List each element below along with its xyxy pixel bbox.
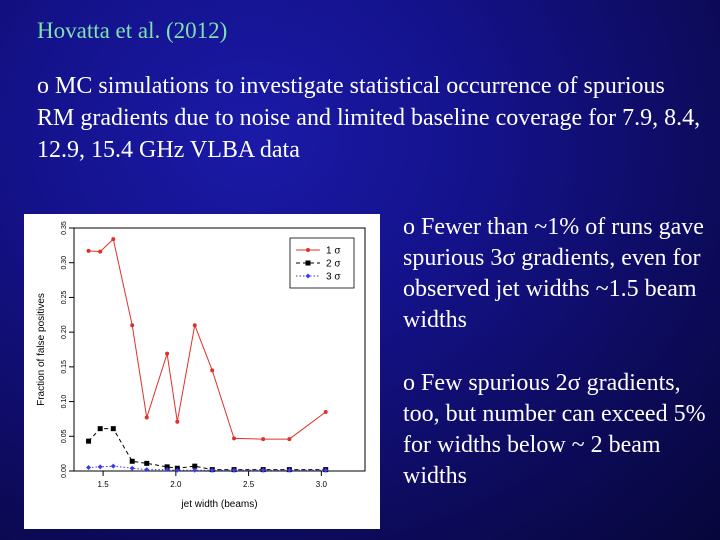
legend-entry-2: 2 σ	[326, 259, 341, 270]
data-point-series-2	[97, 426, 103, 432]
plot-frame	[73, 227, 366, 472]
legend-box	[289, 237, 355, 289]
legend-marker-2	[305, 260, 311, 266]
data-point-series-3	[192, 467, 198, 473]
data-point-series-1	[287, 437, 292, 442]
data-point-series-1	[323, 409, 328, 414]
legend-entry-3: 3 σ	[326, 272, 341, 283]
data-point-series-2	[144, 460, 150, 466]
data-point-series-2	[110, 426, 116, 432]
y-tick-label: 0.20	[61, 325, 68, 339]
data-point-series-2	[192, 463, 198, 469]
y-tick-label: 0.30	[61, 256, 68, 270]
data-point-series-1	[111, 237, 116, 242]
x-tick-label: 3.0	[316, 480, 328, 489]
data-point-series-2	[86, 438, 92, 444]
legend-entry-1: 1 σ	[326, 246, 341, 257]
y-axis-label: Fraction of false positives	[36, 293, 47, 406]
data-point-series-3	[209, 467, 215, 473]
y-tick-label: 0.15	[61, 360, 68, 374]
series-line-2	[88, 428, 326, 471]
y-tick-label: 0.05	[61, 429, 68, 443]
chart-svg: 0.00 0.05 0.10 0.15 0.20 0.25 0.30 0.35 1.5 2.0 2.…	[36, 221, 366, 510]
y-tick-label: 0.25	[61, 291, 68, 305]
data-point-series-1	[232, 436, 237, 441]
data-point-series-3	[323, 467, 329, 473]
data-point-series-3	[97, 464, 103, 470]
intro-bullet: o MC simulations to investigate statisti…	[37, 73, 701, 163]
data-point-series-3	[110, 463, 116, 469]
x-tick-label: 2.0	[170, 480, 182, 489]
y-tick-label: 0.00	[61, 464, 68, 478]
bullet-few-spurious-2sigma: o Few spurious 2σ gradients, too, but nu…	[403, 370, 706, 489]
data-point-series-1	[144, 415, 149, 420]
data-point-series-3	[231, 467, 237, 473]
data-point-series-1	[261, 437, 266, 442]
data-point-series-3	[174, 467, 180, 473]
bullet-fewer-than-1pct: o Fewer than ~1% of runs gave spurious 3…	[403, 214, 704, 333]
x-tick-label: 2.5	[243, 480, 255, 489]
data-point-series-1	[165, 351, 170, 356]
data-point-series-1	[86, 248, 91, 253]
data-point-series-3	[144, 467, 150, 473]
legend-marker-3	[305, 273, 311, 279]
slide-title: Hovatta et al. (2012)	[37, 18, 228, 43]
data-point-series-1	[175, 419, 180, 424]
data-point-series-3	[286, 467, 292, 473]
y-tick-label: 0.10	[61, 395, 68, 409]
false-positives-chart: 0.00 0.05 0.10 0.15 0.20 0.25 0.30 0.35 1.5 2.0 2.…	[24, 214, 380, 529]
data-point-series-3	[129, 465, 135, 471]
bullet-list: o Fewer than ~1% of runs gave spurious 3…	[403, 212, 713, 524]
legend-marker-1	[306, 248, 310, 252]
data-point-series-1	[130, 323, 135, 328]
x-tick-label: 1.5	[98, 480, 110, 489]
data-point-series-1	[192, 323, 197, 328]
data-point-series-3	[260, 467, 266, 473]
data-point-series-2	[129, 458, 135, 464]
data-point-series-1	[98, 249, 103, 254]
data-point-series-3	[86, 465, 92, 471]
data-point-series-2	[164, 464, 170, 470]
data-point-series-3	[164, 467, 170, 473]
y-tick-label: 0.35	[61, 221, 68, 235]
x-axis-label: jet width (beams)	[180, 499, 257, 510]
data-point-series-1	[210, 368, 215, 373]
